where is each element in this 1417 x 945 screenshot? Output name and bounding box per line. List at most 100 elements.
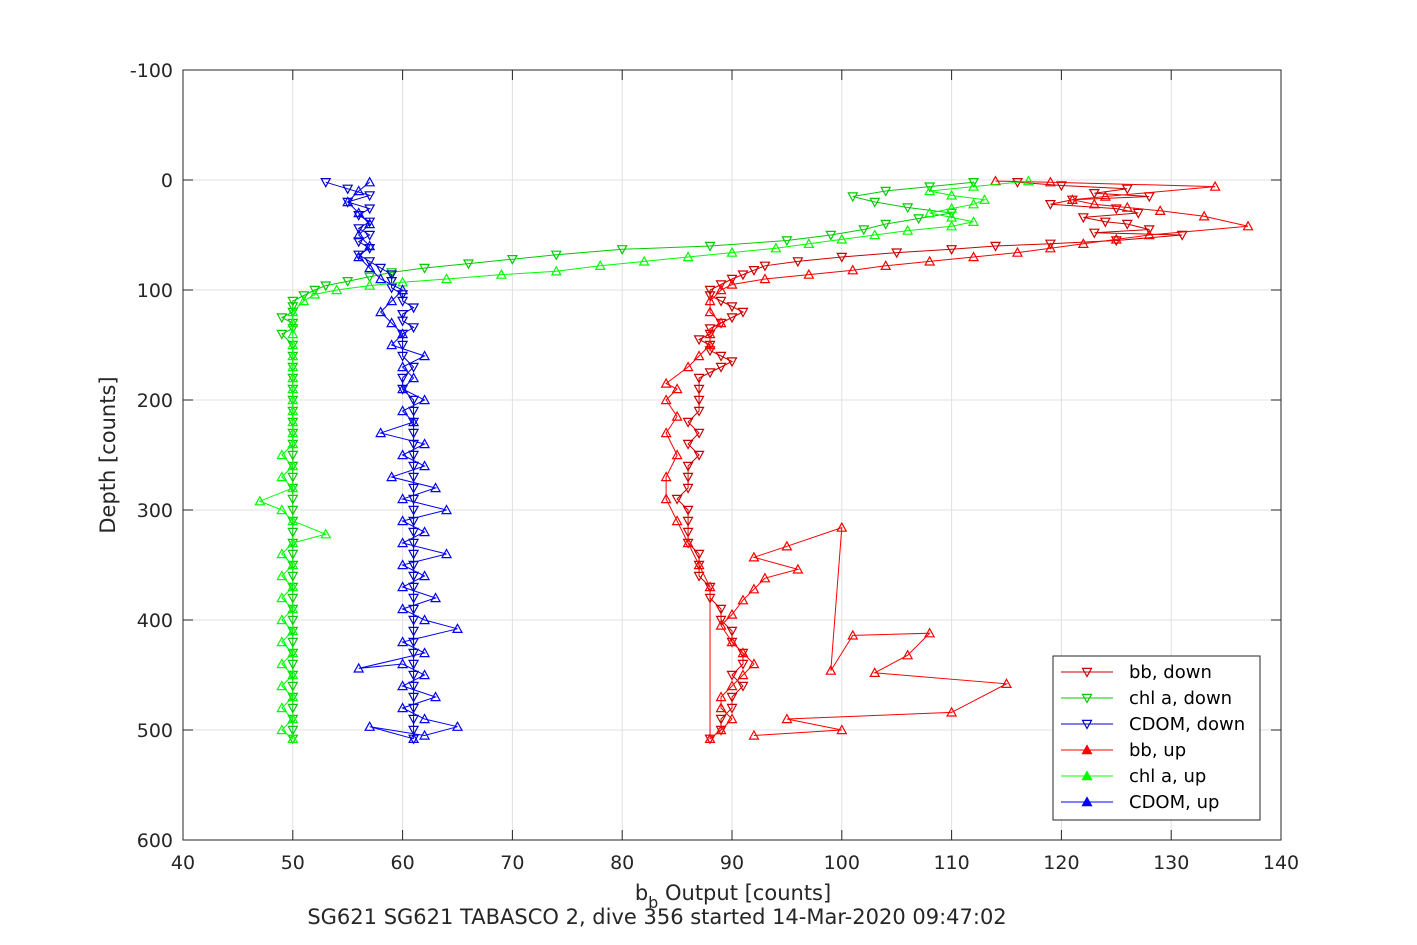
data-point (682, 483, 694, 494)
data-point (408, 439, 420, 450)
legend-entry: bb, down (1061, 662, 1212, 683)
data-point (397, 702, 409, 713)
data-point (726, 313, 738, 324)
data-point (364, 257, 376, 268)
data-point (419, 713, 431, 724)
data-point (682, 537, 694, 548)
data-point (704, 581, 716, 592)
legend-entry: bb, up (1061, 740, 1186, 761)
data-point (342, 277, 354, 287)
data-point (715, 362, 727, 373)
data-point (682, 439, 694, 450)
data-point (968, 178, 980, 188)
data-point (726, 680, 738, 691)
data-point (408, 637, 420, 648)
data-point (1044, 239, 1056, 250)
data-point (990, 241, 1002, 252)
data-point (408, 692, 420, 703)
data-point (364, 720, 376, 731)
data-point (364, 272, 376, 283)
data-point (902, 224, 914, 235)
data-point (408, 516, 420, 527)
data-point (1099, 217, 1111, 228)
data-point (693, 395, 705, 406)
legend-marker (1081, 693, 1093, 704)
data-point (715, 604, 727, 615)
data-point (408, 538, 420, 549)
data-point (287, 725, 299, 736)
data-point (364, 176, 376, 187)
data-point (287, 669, 299, 680)
data-point (408, 725, 420, 736)
legend-entry: chl a, up (1061, 766, 1206, 787)
data-point (397, 290, 409, 301)
legend-marker (1081, 744, 1093, 755)
data-point (682, 361, 694, 372)
data-point (715, 691, 727, 702)
data-point (1143, 225, 1155, 236)
data-point (287, 713, 299, 724)
data-point (287, 647, 299, 658)
data-point (287, 427, 299, 438)
data-point (1110, 233, 1122, 244)
data-point (693, 406, 705, 417)
data-point (715, 351, 727, 362)
x-tick-label: 120 (1043, 852, 1079, 874)
data-point (638, 255, 650, 266)
data-point (419, 460, 431, 471)
data-point (364, 191, 376, 202)
data-point (287, 537, 299, 548)
data-point (748, 266, 760, 276)
data-point (386, 295, 398, 306)
data-point (451, 623, 464, 634)
data-point (880, 219, 892, 230)
y-tick-label: 500 (137, 720, 173, 742)
data-point (353, 224, 365, 235)
data-point (704, 368, 716, 379)
data-point (397, 658, 409, 669)
data-point (419, 570, 431, 581)
data-point (320, 528, 332, 539)
data-point (309, 288, 321, 299)
data-point (1088, 198, 1100, 209)
data-point (287, 350, 299, 361)
data-point (1209, 180, 1221, 191)
data-point (386, 317, 398, 328)
data-point (671, 383, 683, 394)
data-point (419, 263, 431, 274)
data-point (660, 471, 672, 482)
data-point (968, 198, 980, 209)
data-point (397, 351, 409, 362)
tick-layer: 40 50 60 70 80 90 100 110 120 130 140 -100 0 100 200 30… (130, 60, 1299, 874)
data-point (408, 505, 420, 516)
data-point (715, 714, 727, 725)
data-point (353, 185, 365, 196)
data-point (408, 593, 420, 604)
data-point (397, 449, 409, 460)
data-point (1077, 213, 1089, 224)
data-point (682, 461, 694, 472)
data-point (276, 658, 288, 669)
data-point (880, 186, 892, 197)
legend-marker (1081, 770, 1093, 781)
data-point (430, 482, 442, 493)
data-point (737, 270, 749, 281)
data-point (287, 394, 299, 405)
x-tick-label: 100 (824, 852, 860, 874)
data-point (726, 670, 738, 681)
data-point (693, 373, 705, 384)
data-point (397, 603, 409, 614)
data-point (397, 680, 409, 691)
data-point (353, 251, 365, 262)
data-point (737, 659, 749, 670)
data-point (408, 648, 420, 659)
data-point (419, 438, 431, 449)
data-point (287, 372, 299, 383)
data-point (364, 279, 376, 290)
data-point (397, 581, 409, 592)
data-point (408, 733, 420, 744)
x-axis-label-base: b (635, 881, 648, 905)
data-point (660, 427, 672, 438)
legend-label: bb, down (1129, 662, 1212, 683)
data-point (913, 214, 925, 225)
